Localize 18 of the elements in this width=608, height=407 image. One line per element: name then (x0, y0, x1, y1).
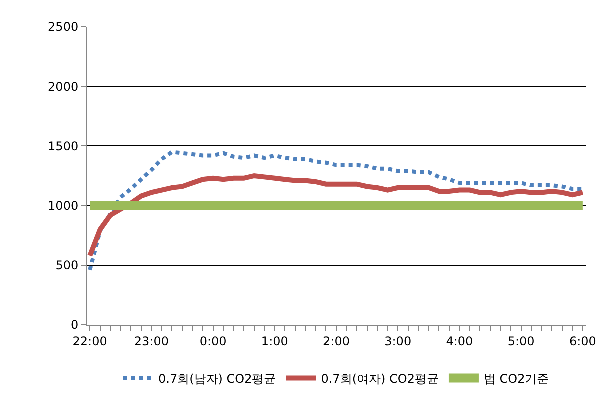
legend-label: 0.7회(여자) CO2평균 (321, 372, 439, 386)
x-tick-label: 5:00 (508, 334, 535, 348)
y-tick-label: 1000 (48, 199, 79, 213)
x-tick-label: 22:00 (72, 334, 108, 348)
legend-label: 0.7회(남자) CO2평균 (158, 372, 276, 386)
x-tick-label: 2:00 (323, 334, 350, 348)
legend-label: 법 CO2기준 (484, 372, 550, 386)
y-tick-label: 2000 (48, 80, 79, 94)
y-tick-label: 2500 (48, 20, 79, 34)
x-tick-label: 23:00 (134, 334, 169, 348)
y-tick-label: 500 (56, 258, 79, 273)
x-tick-label: 1:00 (261, 334, 288, 348)
x-tick-label: 4:00 (446, 334, 474, 348)
x-tick-label: 3:00 (384, 334, 412, 348)
y-tick-label: 1500 (48, 139, 79, 154)
y-tick-label: 0 (70, 318, 79, 332)
x-tick-label: 6:00 (569, 334, 596, 348)
x-tick-label: 0:00 (200, 334, 227, 348)
